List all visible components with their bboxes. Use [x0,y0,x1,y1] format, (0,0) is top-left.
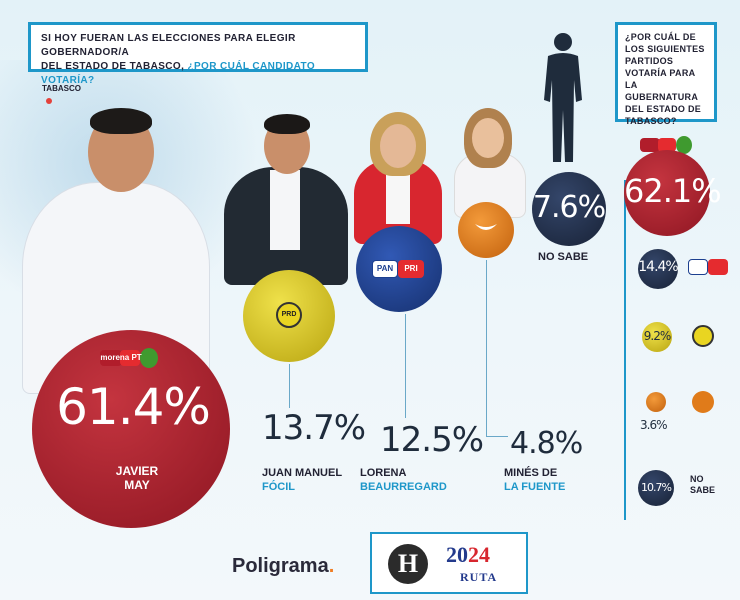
logo-prd: PRD [276,302,302,328]
ruta-year: 2024 [446,542,490,567]
candidate-photo-lorena [352,112,444,244]
name-lorena: LORENA BEAURREGARD [360,467,447,493]
name-nosabe: NO SABE [538,251,589,263]
candidate-photo-focil [222,112,350,285]
region-dot [46,98,52,104]
mc-eagle-icon [475,224,497,230]
value-label-focil: 13.7% [262,408,366,448]
party-bubble-pan-pri [638,249,678,289]
parties-question-box: ¿POR CUÁL DE LOS SIGUIENTES PARTIDOS VOT… [615,22,717,126]
value-label-may: 61.4% [56,378,211,436]
party-value-nosabe: 10.7% [641,481,672,494]
party-value-pan-pri: 14.4% [638,259,678,275]
question-box: SI HOY FUERAN LAS ELECCIONES PARA ELEGIR… [28,22,368,86]
connector-lorena [405,314,406,418]
coalition-logo-text: morena PT [100,353,142,362]
connector-mines-v [486,260,487,436]
connector-focil [289,364,290,408]
value-label-mines: 4.8% [510,426,583,461]
party-value-mc: 3.6% [640,418,667,432]
question-line-1: SI HOY FUERAN LAS ELECCIONES PARA ELEGIR… [41,33,296,58]
bubble-nosabe [532,172,606,246]
region-label: TABASCO [42,84,81,93]
party-value-morena: 62.1% [624,172,722,210]
silhouette-icon [544,33,582,162]
name-focil: JUAN MANUEL FÓCIL [262,467,343,493]
party-logo-mc [692,391,714,413]
party-bubble-morena [624,150,710,236]
pri-logo-text: PRI [404,264,418,273]
question-line-2: DEL ESTADO DE TABASCO, ¿POR CUÁL CANDIDA… [41,61,316,86]
pan-logo-text: PAN [376,264,394,273]
party-logo-prd [692,325,714,347]
name-may: JAVIER MAY [115,464,159,492]
poligrama-logo: Poligrama. [232,555,335,577]
value-label-lorena: 12.5% [380,420,484,460]
logo-coalition-may: morena PT [100,347,160,369]
value-label-nosabe: 7.6% [532,190,606,225]
party-bubble-prd [642,322,672,352]
party-logo-pan-pri [688,259,728,275]
party-label-nosabe: NO SABE [690,474,716,495]
heraldo-ruta-logo-box: H 2024 RUTA [370,532,528,594]
party-value-prd: 9.2% [643,329,672,343]
sidebar-divider [624,180,626,520]
connector-mines-h [486,436,508,437]
party-bubble-nosabe [638,470,674,506]
logo-pan-pri: PAN PRI [372,260,424,278]
candidate-photo-mines [452,108,526,218]
heraldo-h-logo: H [388,544,428,584]
party-bubble-mc [646,392,666,412]
ruta-text: RUTA [460,570,498,584]
logo-coalition-parties [640,136,694,154]
name-mines: MINÉS DE LA FUENTE [504,467,566,493]
